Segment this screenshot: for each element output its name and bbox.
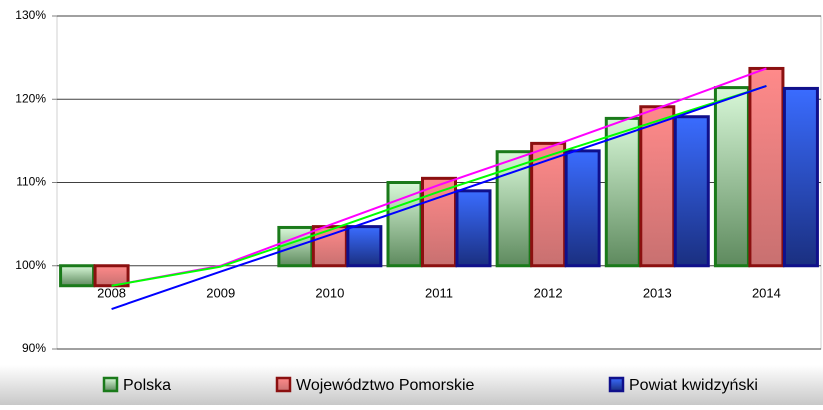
- bar: [311, 225, 348, 268]
- x-tick-label: 2013: [643, 285, 672, 300]
- bar: [713, 86, 750, 268]
- bar: [346, 225, 383, 268]
- y-tick-label: 100%: [15, 258, 46, 272]
- bar: [59, 264, 96, 288]
- bar: [604, 116, 641, 268]
- bar: [530, 141, 567, 268]
- x-tick-label: 2008: [97, 285, 126, 300]
- x-tick-label: 2012: [534, 285, 563, 300]
- x-tick-label: 2010: [315, 285, 344, 300]
- y-tick-label: 130%: [15, 8, 46, 22]
- bar: [782, 86, 819, 268]
- x-tick-label: 2011: [425, 285, 453, 300]
- legend-swatch: [275, 376, 292, 393]
- y-tick-label: 120%: [15, 91, 46, 105]
- bar: [748, 66, 785, 268]
- bar: [564, 149, 601, 268]
- legend-text: Województwo Pomorskie: [296, 377, 475, 394]
- x-tick-label: 2014: [752, 285, 781, 300]
- trendline: [111, 84, 767, 310]
- legend-text: Powiat kwidzyński: [629, 377, 758, 394]
- bar: [673, 115, 710, 268]
- trendline: [111, 84, 767, 287]
- bar: [639, 105, 676, 268]
- bar: [455, 189, 492, 268]
- y-tick-label: 90%: [22, 341, 46, 355]
- legend-swatch: [608, 376, 625, 393]
- x-tick-label: 2009: [206, 285, 235, 300]
- legend-text: Polska: [123, 377, 171, 394]
- legend-band: [0, 365, 823, 405]
- bar: [386, 181, 423, 268]
- y-tick-label: 110%: [16, 175, 46, 189]
- legend-swatch: [102, 376, 119, 393]
